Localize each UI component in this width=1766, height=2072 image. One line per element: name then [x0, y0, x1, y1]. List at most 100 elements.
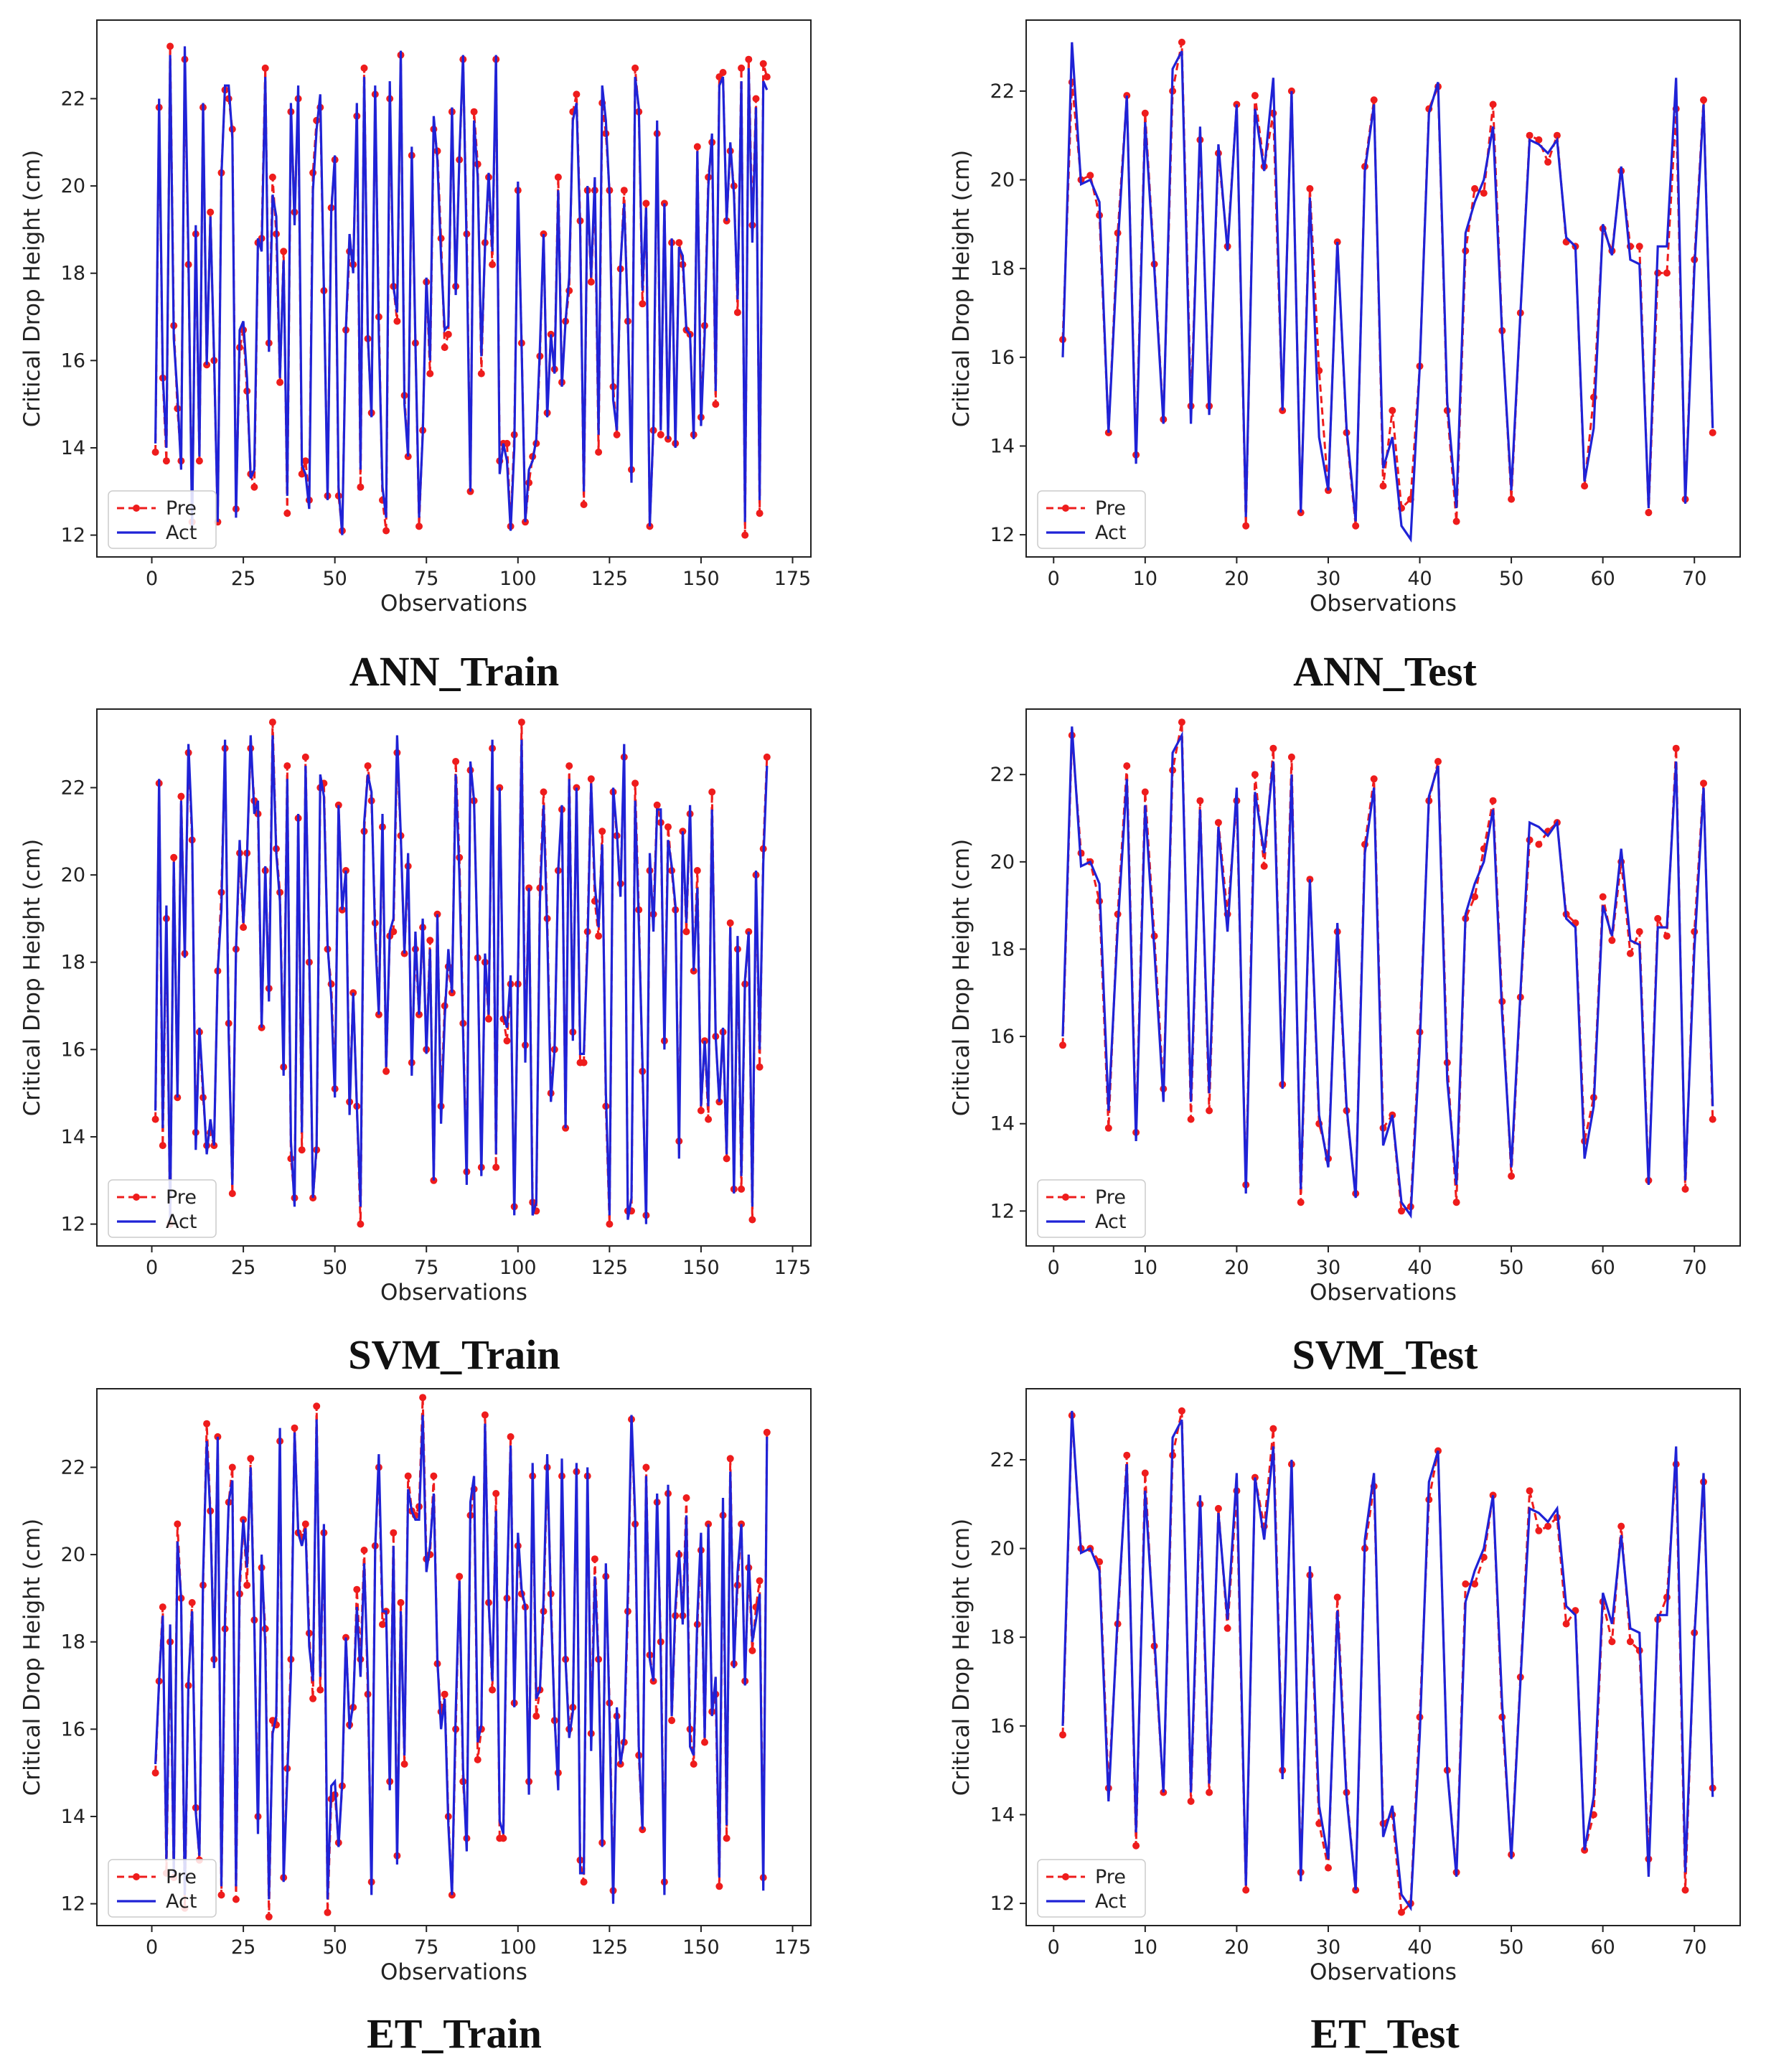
x-tick-label: 0	[146, 1936, 158, 1959]
data-point-pre	[639, 300, 647, 308]
data-point-pre	[756, 510, 764, 517]
x-tick-label: 75	[414, 1936, 438, 1959]
data-point-pre	[1251, 771, 1259, 779]
x-tick-label: 50	[322, 1936, 347, 1959]
x-tick-label: 30	[1316, 1257, 1340, 1279]
data-point-pre	[1452, 517, 1460, 525]
data-point-pre	[309, 1694, 317, 1702]
x-tick-label: 75	[414, 1257, 438, 1279]
data-point-pre	[232, 1895, 240, 1903]
data-point-pre	[1626, 950, 1634, 957]
data-point-pre	[1535, 840, 1543, 848]
data-point-pre	[759, 60, 767, 67]
legend-label-pre: Pre	[166, 1866, 197, 1888]
data-point-pre	[587, 775, 595, 783]
data-point-pre	[642, 1463, 650, 1471]
y-tick-label: 22	[990, 764, 1015, 786]
x-tick-label: 150	[682, 1257, 720, 1279]
data-point-pre	[1480, 189, 1488, 197]
data-point-pre	[298, 1146, 306, 1154]
data-point-pre	[489, 1686, 497, 1694]
plot-frame	[96, 708, 812, 1247]
y-tick-label: 22	[61, 88, 85, 110]
x-tick-label: 50	[1499, 1257, 1523, 1279]
data-point-pre	[1508, 495, 1516, 503]
data-point-pre	[752, 95, 760, 103]
data-point-pre	[400, 1761, 408, 1768]
data-point-pre	[763, 1428, 771, 1436]
data-point-pre	[675, 239, 683, 247]
data-point-pre	[1306, 184, 1314, 192]
data-point-pre	[276, 378, 284, 386]
panel-caption: ET_Train	[367, 2010, 542, 2057]
data-point-pre	[426, 370, 434, 378]
x-tick-label: 125	[591, 1257, 629, 1279]
data-point-pre	[748, 1646, 756, 1654]
y-tick-label: 14	[61, 1806, 85, 1828]
data-point-pre	[1544, 1522, 1552, 1530]
legend-marker-pre	[1062, 505, 1069, 512]
data-point-pre	[1471, 1580, 1479, 1588]
x-tick-label: 0	[1048, 1936, 1060, 1959]
x-tick-label: 25	[231, 1257, 255, 1279]
data-point-pre	[580, 501, 588, 508]
x-tick-label: 40	[1407, 1936, 1432, 1959]
data-point-pre	[390, 928, 398, 936]
data-point-pre	[1709, 428, 1716, 436]
data-point-pre	[1132, 1842, 1140, 1850]
y-tick-label: 20	[990, 851, 1015, 873]
x-axis-label: Observations	[380, 591, 527, 617]
data-point-pre	[151, 1769, 159, 1777]
y-axis-label: Critical Drop Height (cm)	[19, 150, 45, 427]
data-point-pre	[1663, 269, 1671, 277]
data-point-pre	[441, 1690, 448, 1698]
y-tick-label: 18	[990, 258, 1015, 280]
data-point-pre	[1269, 1425, 1277, 1433]
x-tick-label: 20	[1224, 1936, 1249, 1959]
chart-panel-ann-train: 0 25 50 75 100 125 150 175 12 14 16 18 20 22 Observati…	[19, 19, 812, 695]
x-tick-label: 175	[774, 1257, 812, 1279]
data-point-pre	[301, 1520, 309, 1528]
data-point-pre	[507, 1433, 515, 1440]
data-point-pre	[701, 1738, 708, 1746]
data-point-pre	[430, 1472, 438, 1480]
y-axis-label: Critical Drop Height (cm)	[19, 1519, 45, 1796]
chart-panel-svm-test: 0 10 20 30 40 50 60 70 12 14 16 18 20 22 Observations C…	[949, 708, 1741, 1378]
data-point-pre	[503, 1037, 511, 1045]
legend-marker-pre	[1062, 1194, 1069, 1201]
y-tick-label: 18	[61, 263, 85, 285]
x-tick-label: 125	[591, 568, 629, 590]
y-tick-label: 20	[61, 175, 85, 197]
x-axis-label: Observations	[1310, 1959, 1457, 1985]
data-point-pre	[733, 309, 741, 317]
legend-label-pre: Pre	[1095, 497, 1126, 520]
data-point-pre	[151, 449, 159, 456]
data-point-pre	[664, 823, 672, 831]
y-tick-label: 22	[990, 80, 1015, 103]
data-point-pre	[481, 1411, 489, 1419]
series-group	[151, 718, 771, 1228]
x-tick-label: 50	[1499, 1936, 1523, 1959]
x-tick-label: 20	[1224, 568, 1249, 590]
y-tick-label: 14	[990, 435, 1015, 457]
data-point-pre	[357, 483, 365, 491]
data-point-pre	[1553, 131, 1561, 139]
x-tick-label: 40	[1407, 1257, 1432, 1279]
x-tick-label: 0	[146, 568, 158, 590]
data-point-pre	[631, 64, 639, 72]
data-point-pre	[631, 779, 639, 787]
y-tick-label: 14	[61, 1126, 85, 1148]
x-tick-label: 100	[499, 1936, 537, 1959]
data-point-pre	[668, 1717, 676, 1725]
data-point-pre	[268, 718, 276, 726]
data-point-pre	[499, 1834, 507, 1842]
y-tick-label: 22	[61, 777, 85, 799]
x-tick-label: 25	[231, 568, 255, 590]
data-point-pre	[682, 928, 690, 936]
chart-panel-svm-train: 0 25 50 75 100 125 150 175 12 14 16 18 20 22 Observati…	[19, 708, 812, 1378]
data-point-pre	[379, 1621, 386, 1628]
data-point-pre	[324, 1908, 332, 1916]
data-point-pre	[745, 55, 753, 63]
data-point-pre	[1059, 1041, 1066, 1049]
